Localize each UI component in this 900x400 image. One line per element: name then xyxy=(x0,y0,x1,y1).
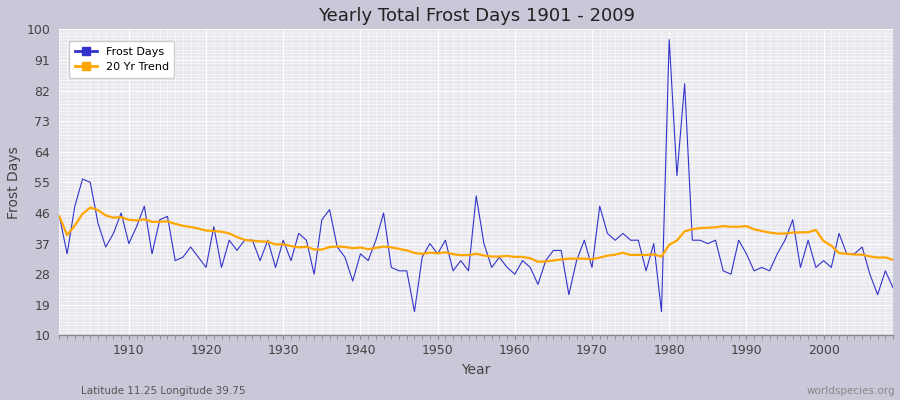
Title: Yearly Total Frost Days 1901 - 2009: Yearly Total Frost Days 1901 - 2009 xyxy=(318,7,634,25)
Y-axis label: Frost Days: Frost Days xyxy=(7,146,21,219)
X-axis label: Year: Year xyxy=(462,363,490,377)
Text: worldspecies.org: worldspecies.org xyxy=(807,386,896,396)
Text: Latitude 11.25 Longitude 39.75: Latitude 11.25 Longitude 39.75 xyxy=(81,386,246,396)
Legend: Frost Days, 20 Yr Trend: Frost Days, 20 Yr Trend xyxy=(69,41,175,78)
